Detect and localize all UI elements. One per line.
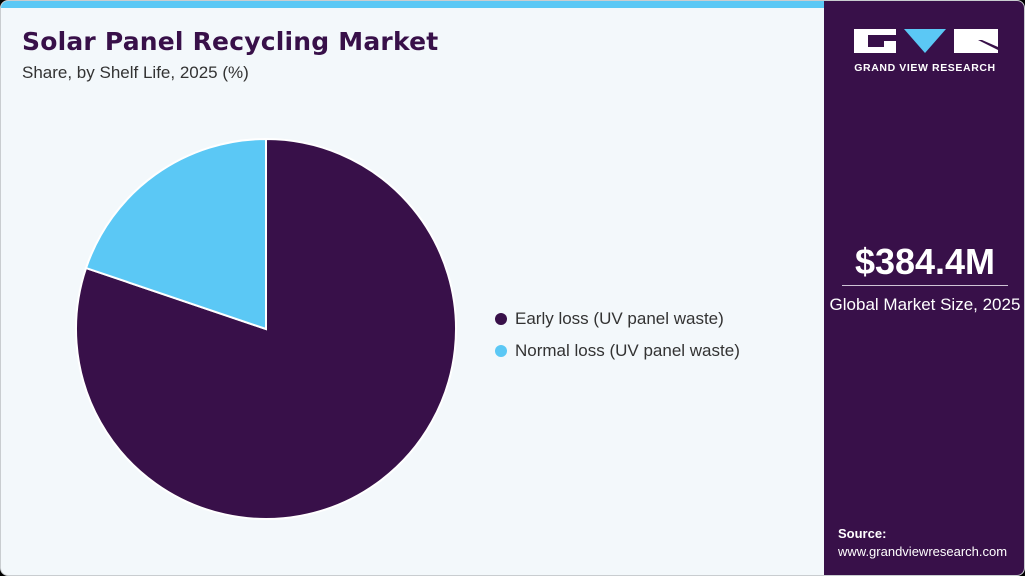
chart-title: Solar Panel Recycling Market [22,27,439,56]
source-label: Source: [838,526,887,541]
pie-chart [75,137,457,520]
legend-label: Normal loss (UV panel waste) [515,341,740,360]
gvr-logo-icon [854,29,998,53]
legend-item-normal-loss: Normal loss (UV panel waste) [495,335,740,367]
legend: Early loss (UV panel waste) Normal loss … [495,303,740,367]
chart-subtitle: Share, by Shelf Life, 2025 (%) [22,63,249,82]
market-value: $384.4M [854,241,996,282]
legend-dot-icon [495,313,507,325]
divider [842,285,1008,286]
market-value-label: Global Market Size, 2025 [829,295,1021,314]
accent-bar [1,1,824,8]
legend-item-early-loss: Early loss (UV panel waste) [495,303,740,335]
legend-label: Early loss (UV panel waste) [515,309,724,328]
pie-slice-1 [84,137,267,331]
source-link[interactable]: www.grandviewresearch.com [838,544,1008,559]
brand-name: GRAND VIEW RESEARCH [854,62,996,74]
legend-dot-icon [495,345,507,357]
sidebar-panel: GRAND VIEW RESEARCH $384.4M Global Marke… [824,1,1024,575]
